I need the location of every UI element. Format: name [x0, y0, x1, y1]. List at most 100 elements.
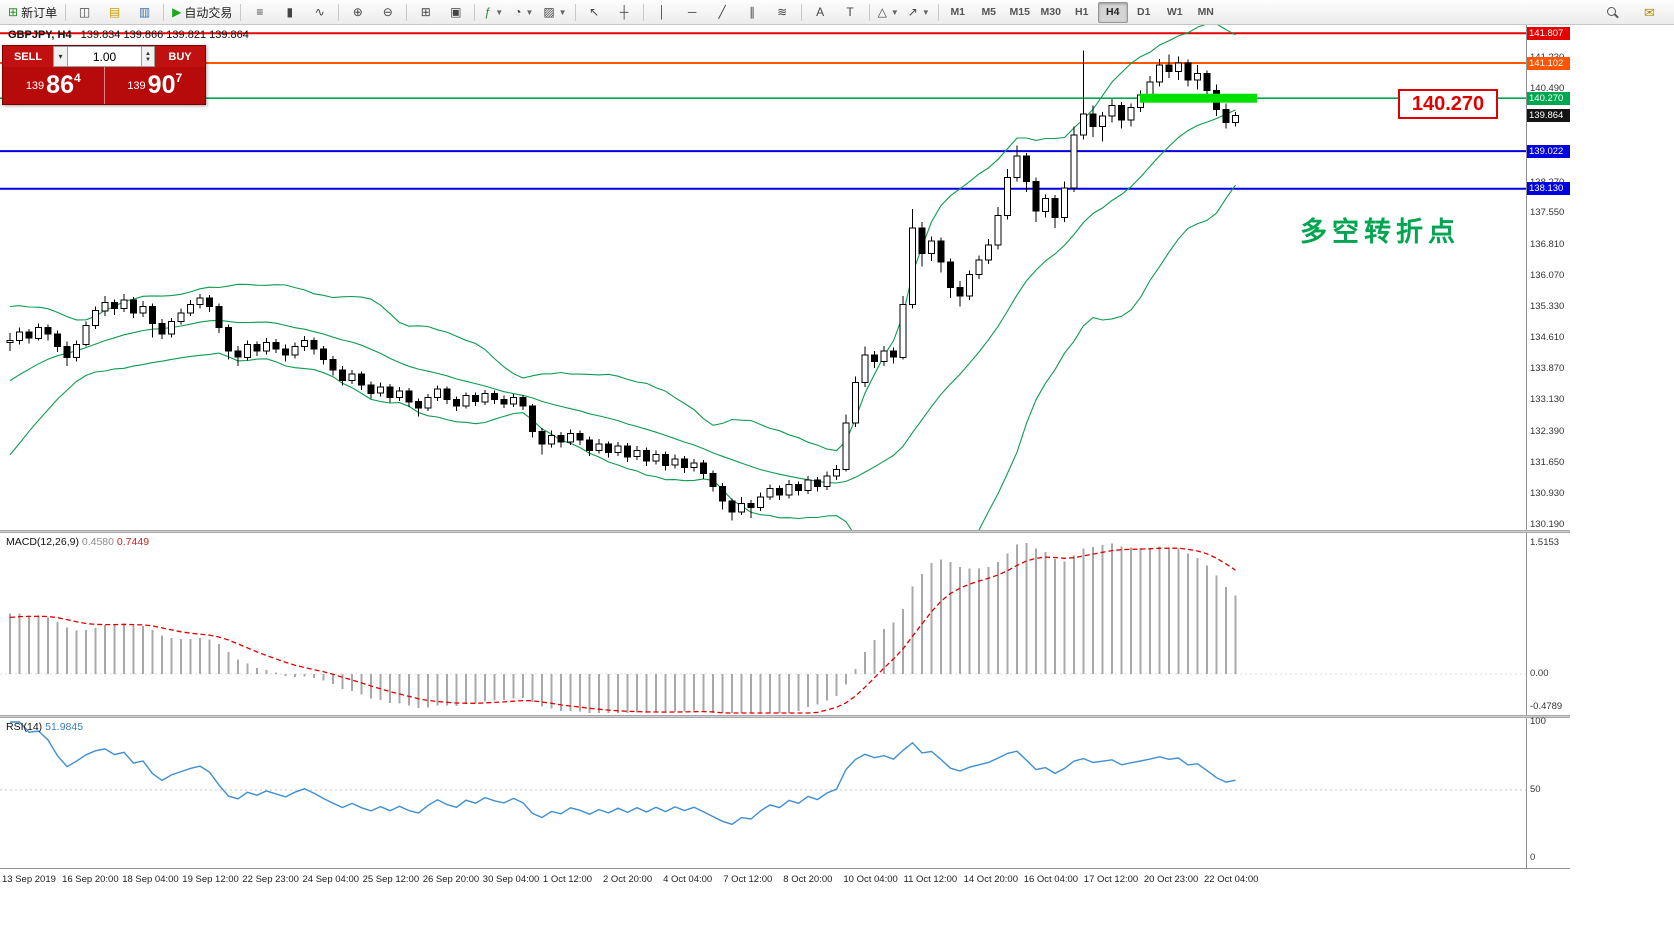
- candle: [472, 394, 479, 403]
- candle: [16, 331, 23, 341]
- bar-chart-button[interactable]: ≡: [245, 1, 274, 23]
- candle: [215, 306, 223, 329]
- market-watch-button[interactable]: ▥: [130, 1, 159, 23]
- stepper-up-icon: ▲: [145, 50, 151, 57]
- bar-chart-icon: ≡: [256, 5, 264, 19]
- cursor-button[interactable]: ↖: [580, 1, 609, 23]
- mail-icon: ✉: [1644, 4, 1655, 20]
- fibonacci-button[interactable]: ≋: [768, 1, 797, 23]
- timeframe-h4-button[interactable]: H4: [1097, 1, 1128, 23]
- auto-trading-button-label: 自动交易: [184, 5, 233, 20]
- candle: [1232, 114, 1239, 123]
- timeframe-mn-button[interactable]: MN: [1197, 6, 1214, 18]
- candle: [320, 348, 327, 360]
- timeframe-m5-button[interactable]: M5: [981, 6, 997, 18]
- buy-price-prefix: 139: [127, 79, 146, 92]
- candle: [633, 449, 641, 458]
- volume-input[interactable]: 1.00: [68, 46, 141, 67]
- periods-button[interactable]: ◔ ▼: [509, 1, 538, 23]
- crosshair-button[interactable]: ┼: [610, 1, 639, 23]
- line-chart-icon: ∿: [314, 5, 325, 19]
- fibonacci-icon: ≋: [777, 5, 788, 19]
- panel-splitter-macd[interactable]: [0, 530, 1570, 533]
- candle: [548, 435, 555, 445]
- volume-stepper[interactable]: ▲ ▼: [141, 46, 155, 67]
- timeframe-m30-button[interactable]: M30: [1040, 6, 1061, 18]
- candle: [158, 322, 166, 335]
- candle: [595, 443, 603, 451]
- tile-windows-button[interactable]: ⊞: [411, 1, 440, 23]
- arrows-button[interactable]: ↗ ▼: [904, 1, 934, 23]
- rsi-scale[interactable]: 100 50 0: [1526, 716, 1571, 868]
- candle-chart-button[interactable]: ▮: [275, 1, 304, 23]
- rsi-tick: 50: [1530, 784, 1541, 795]
- candle: [985, 244, 992, 261]
- trendline-button[interactable]: ╱: [708, 1, 737, 23]
- rsi-chart[interactable]: [0, 718, 1526, 868]
- text-button[interactable]: A: [806, 1, 835, 23]
- candle: [348, 373, 356, 382]
- price-scale[interactable]: 141.230140.490139.750139.010138.270137.5…: [1526, 25, 1571, 530]
- time-axis[interactable]: 13 Sep 2019 16 Sep 20:00 18 Sep 04:00 19 Se…: [0, 868, 1570, 891]
- candle: [576, 433, 584, 441]
- panel-splitter-rsi[interactable]: [0, 715, 1570, 718]
- rsi-tick: 0: [1530, 852, 1536, 863]
- shapes-button[interactable]: △ ▼: [874, 1, 903, 23]
- zoom-in-button[interactable]: ⊕: [343, 1, 372, 23]
- candle: [918, 227, 926, 255]
- candle: [272, 342, 280, 350]
- text-label-button[interactable]: T: [836, 1, 865, 23]
- candle: [73, 344, 80, 358]
- buy-button[interactable]: BUY: [155, 46, 205, 67]
- timeframe-m1-button[interactable]: M1: [950, 6, 966, 18]
- volume-dropdown[interactable]: ▾: [53, 46, 68, 67]
- profiles-button[interactable]: ▤: [100, 1, 129, 23]
- price-chart[interactable]: [0, 25, 1526, 530]
- candle: [842, 422, 850, 470]
- timeframe-m15-button[interactable]: M15: [1009, 6, 1030, 18]
- candle: [462, 394, 470, 407]
- sell-price-button[interactable]: 139 86 4: [3, 67, 104, 104]
- sell-button[interactable]: SELL: [3, 46, 53, 67]
- zoom-out-button[interactable]: ⊖: [373, 1, 402, 23]
- macd-tick: 1.5153: [1530, 537, 1560, 548]
- channel-button[interactable]: ∥: [738, 1, 767, 23]
- search-button[interactable]: [1598, 2, 1627, 24]
- toolbar-separator: [240, 3, 242, 21]
- auto-trading-button[interactable]: ▶ 自动交易: [168, 1, 236, 23]
- toolbar-separator: [868, 3, 870, 21]
- price-callout: 140.270: [1398, 89, 1498, 119]
- macd-scale[interactable]: 1.5153 0.00 -0.4789: [1526, 533, 1571, 715]
- line-chart-button[interactable]: ∿: [305, 1, 334, 23]
- timeframe-d1-button[interactable]: D1: [1137, 6, 1151, 18]
- rsi-value: 51.9845: [45, 721, 84, 733]
- macd-chart[interactable]: [0, 533, 1526, 715]
- candle: [804, 479, 812, 492]
- buy-price-button[interactable]: 139 90 7: [103, 67, 205, 104]
- indicators-button[interactable]: ƒ ▼: [479, 1, 508, 23]
- candle: [443, 388, 451, 401]
- candle: [833, 469, 840, 477]
- timeframe-w1-button[interactable]: W1: [1166, 6, 1183, 18]
- new-order-button[interactable]: ⊞ 新订单: [4, 1, 61, 23]
- candle: [291, 346, 299, 356]
- candle: [1194, 73, 1201, 81]
- candle: [1118, 104, 1125, 121]
- community-button[interactable]: ✉: [1635, 2, 1664, 24]
- horizontal-line-button[interactable]: ─: [678, 1, 707, 23]
- templates-button[interactable]: ▨ ▼: [539, 1, 570, 23]
- bollinger-lower-band: [9, 184, 1236, 530]
- candlestick-series: [6, 50, 1239, 521]
- candle: [529, 405, 536, 432]
- one-click-trading-panel: SELL ▾ 1.00 ▲ ▼ BUY 139 86 4 139 90 7: [2, 45, 206, 105]
- timeframe-h1-button[interactable]: H1: [1075, 6, 1089, 18]
- highlight-segment[interactable]: [1140, 93, 1257, 103]
- buy-price-pip: 7: [175, 71, 183, 85]
- charts-window-button[interactable]: ◫: [70, 1, 99, 23]
- price-tick: 133.870: [1530, 363, 1565, 375]
- arrange-windows-button[interactable]: ▣: [441, 1, 470, 23]
- vertical-line-button[interactable]: │: [648, 1, 677, 23]
- candle: [415, 401, 422, 409]
- channel-icon: ∥: [749, 5, 756, 19]
